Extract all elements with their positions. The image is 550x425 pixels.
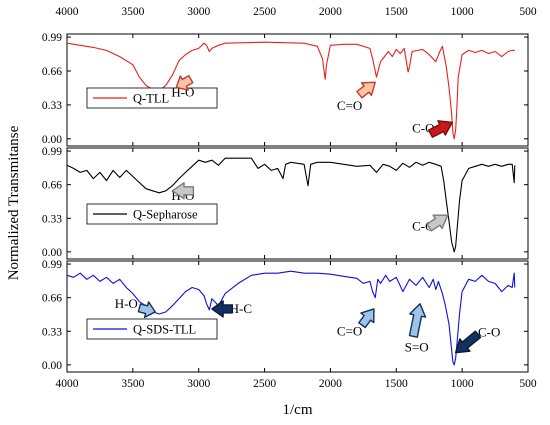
y-tick-label: 0.33	[42, 213, 62, 225]
x-tick-label-top: 4000	[56, 6, 79, 18]
annotation-label: C-O	[478, 324, 500, 339]
annotation-arrow	[426, 214, 449, 232]
legend-label: Q-Sepharose	[133, 208, 198, 222]
x-tick-label: 1000	[451, 378, 474, 390]
annotation-arrow	[428, 120, 453, 138]
y-tick-label: 0.66	[42, 66, 62, 78]
legend-label: Q-SDS-TLL	[133, 323, 196, 337]
y-tick-label: 0.00	[42, 360, 62, 372]
legend-box	[86, 203, 218, 225]
x-tick-label-top: 3000	[187, 6, 210, 18]
x-tick-label-top: 1000	[451, 6, 474, 18]
annotation-label: C=O	[337, 98, 362, 113]
y-tick-label: 0.66	[42, 180, 62, 192]
panel-frame	[66, 260, 529, 373]
annotation-arrow	[356, 81, 376, 99]
x-tick-label: 3000	[187, 378, 210, 390]
legend-label: Q-TLL	[133, 92, 169, 106]
x-tick-label-top: 2000	[319, 6, 342, 18]
y-tick-label: 0.99	[42, 259, 62, 271]
annotation-arrow	[408, 303, 427, 338]
x-axis-title: 1/cm	[283, 402, 313, 418]
x-tick-label: 2000	[319, 378, 342, 390]
annotation-arrow	[171, 182, 195, 200]
annotation-arrow	[175, 74, 194, 91]
y-tick-label: 0.66	[42, 293, 62, 305]
y-tick-label: 0.99	[42, 146, 62, 158]
annotation-label: H-C	[230, 301, 252, 316]
x-tick-label: 500	[519, 378, 537, 390]
annotation-arrow	[211, 300, 234, 318]
y-axis-title: Normalized Transmitanse	[6, 125, 22, 280]
x-tick-label-top: 2500	[253, 6, 276, 18]
x-tick-label: 4000	[56, 378, 79, 390]
y-tick-label: 0.00	[42, 247, 62, 259]
annotation-arrow	[454, 330, 482, 354]
x-tick-label-top: 500	[519, 6, 537, 18]
x-tick-label: 3500	[121, 378, 144, 390]
annotation-label: C=O	[337, 323, 362, 338]
annotation-arrow	[137, 301, 156, 319]
annotation-label: H-O	[171, 85, 194, 100]
y-tick-label: 0.00	[42, 134, 62, 146]
legend-box	[86, 318, 218, 340]
annotation-label: H-O	[115, 296, 138, 311]
y-tick-label: 0.33	[42, 326, 62, 338]
annotation-arrow	[358, 308, 375, 329]
y-tick-label: 0.99	[42, 32, 62, 44]
series-line-q-tll	[66, 41, 515, 140]
x-tick-label: 1500	[385, 378, 408, 390]
series-line-q-sepharose	[66, 157, 516, 253]
y-tick-label: 0.33	[42, 100, 62, 112]
legend-box	[86, 87, 218, 109]
x-tick-label-top: 3500	[121, 6, 144, 18]
annotation-label: S=O	[405, 340, 429, 355]
x-tick-label-top: 1500	[385, 6, 408, 18]
x-tick-label: 2500	[253, 378, 276, 390]
